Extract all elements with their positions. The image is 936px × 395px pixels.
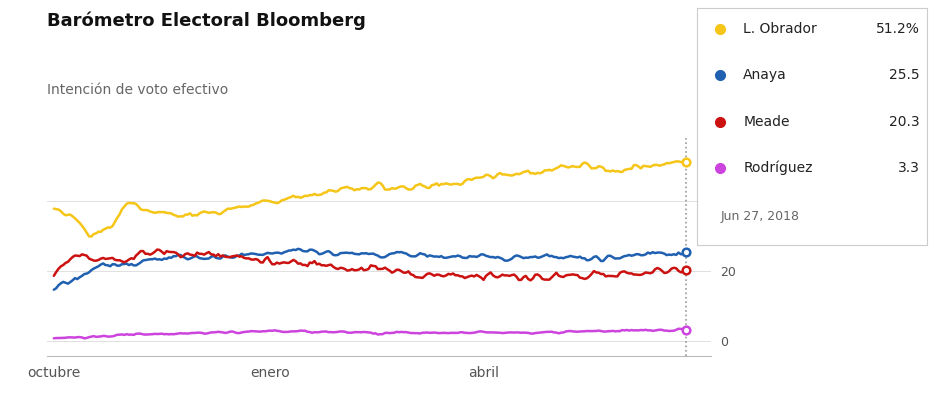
Text: Anaya: Anaya (743, 68, 787, 83)
Text: Intención de voto efectivo: Intención de voto efectivo (47, 83, 228, 97)
Text: 20.3: 20.3 (889, 115, 920, 129)
Text: L. Obrador: L. Obrador (743, 22, 817, 36)
Text: Barómetro Electoral Bloomberg: Barómetro Electoral Bloomberg (47, 12, 366, 30)
Text: 3.3: 3.3 (898, 161, 920, 175)
Text: Meade: Meade (743, 115, 790, 129)
Text: Jun 27, 2018: Jun 27, 2018 (721, 210, 799, 223)
Text: Rodríguez: Rodríguez (743, 161, 812, 175)
Text: 51.2%: 51.2% (876, 22, 920, 36)
Text: 25.5: 25.5 (889, 68, 920, 83)
